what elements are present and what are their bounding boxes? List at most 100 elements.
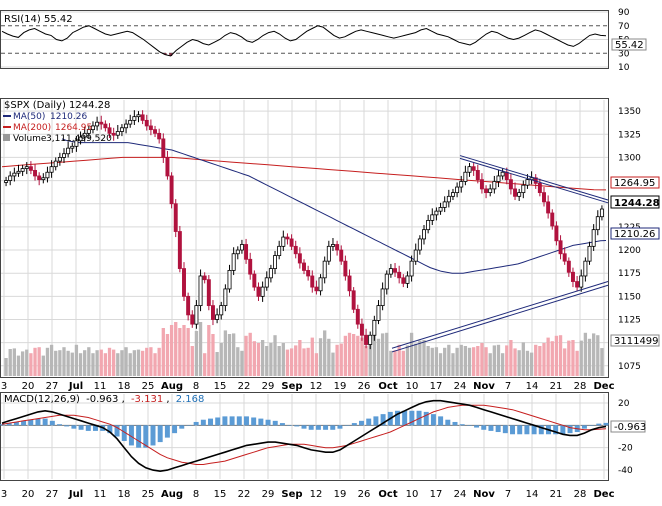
candle-body (306, 270, 311, 277)
macd-histogram-bar (560, 425, 566, 435)
volume-bar (219, 343, 223, 376)
volume-bar (20, 351, 25, 376)
volume-bar (323, 330, 327, 376)
volume-bar (434, 347, 439, 376)
volume-bar (298, 340, 302, 376)
volume-bar (484, 347, 488, 376)
macd-x-tick-label: Oct (378, 489, 397, 500)
price-tick-label: 1075 (618, 362, 641, 372)
candle-body (252, 273, 257, 288)
candle-body (442, 201, 447, 208)
candle-body (562, 253, 567, 262)
volume-bar (149, 347, 153, 376)
candle-body (210, 305, 215, 320)
volume-bar (25, 349, 29, 376)
volume-bar (136, 349, 141, 376)
price-x-tick-label: Oct (378, 381, 397, 392)
candle-body (244, 244, 249, 260)
price-frame (0, 98, 609, 378)
volume-bar (211, 334, 215, 376)
volume-bar (488, 353, 492, 376)
macd-histogram-bar (21, 420, 27, 426)
volume-bar (414, 343, 418, 376)
legend-ma50-swatch (3, 115, 11, 117)
volume-bar (107, 347, 112, 376)
candle-body (235, 249, 240, 255)
volume-bar (302, 348, 306, 376)
volume-bar (447, 344, 451, 376)
candle-body (405, 275, 410, 284)
rsi-tick-label: 70 (618, 22, 630, 32)
legend-volume-swatch (3, 134, 10, 141)
macd-histogram-bar (553, 425, 559, 435)
macd-x-tick-label: 12 (310, 489, 323, 500)
macd-tick-label: 20 (618, 399, 630, 409)
price-tick-label: 1175 (618, 269, 641, 279)
candle-body (314, 286, 319, 292)
rsi-panel: RSI(14) 55.42 9070503010 55.42 (0, 8, 647, 73)
candle-body (177, 231, 182, 269)
volume-bar (256, 343, 261, 376)
candle-body (450, 192, 455, 197)
volume-bar (198, 322, 203, 376)
macd-histogram-bar (366, 418, 372, 426)
candle-body (302, 262, 306, 271)
price-date-axis: 3 20 27 Jul 11 18 25 Aug 8 15 22 29 Sep 12 19 26 Oct 10 17… (1, 381, 615, 392)
candle-body (95, 121, 100, 127)
volume-bar (8, 349, 12, 376)
macd-x-tick-label: 14 (526, 489, 539, 500)
macd-histogram-bar (208, 418, 214, 426)
macd-x-tick-label: 3 (1, 489, 7, 500)
candle-body (227, 270, 232, 290)
macd-histogram-bar (236, 416, 242, 426)
volume-bar (335, 344, 339, 376)
candle-body (463, 171, 468, 182)
support-trendline-2 (391, 281, 609, 349)
volume-bar (343, 335, 348, 376)
macd-x-tick-label: 25 (142, 489, 155, 500)
macd-histogram-bar (35, 418, 41, 426)
rsi-tick-label: 90 (618, 8, 630, 18)
volume-bar (314, 353, 319, 376)
macd-x-tick-label: 18 (118, 489, 131, 500)
candle-body (492, 181, 497, 190)
candle-body (376, 305, 381, 321)
volume-bar (327, 338, 331, 376)
candle-body (70, 145, 75, 149)
price-x-tick-label: Nov (473, 381, 495, 392)
macd-histogram-bar (6, 423, 12, 426)
candle-body (351, 290, 356, 310)
price-title: $SPX (Daily) 1244.28 (4, 100, 110, 111)
macd-histogram-bar (308, 425, 314, 430)
macd-current-box (610, 420, 646, 433)
volume-bar (600, 348, 604, 376)
candle-body (479, 179, 484, 190)
macd-histogram-bar (150, 425, 156, 446)
price-legend: MA(50) 1210.26 MA(200) 1264.95 Volume 3,… (3, 112, 112, 144)
volume-bar (78, 353, 83, 376)
volume-bar (16, 355, 21, 376)
price-x-tick-label: 20 (22, 381, 35, 392)
price-panel: 1350132513001275125012251200117511501125… (0, 98, 660, 378)
volume-bar (244, 335, 248, 376)
macd-histogram-bar (279, 423, 285, 426)
volume-bar (174, 322, 178, 376)
volume-bar (215, 352, 219, 376)
price-x-tick-label: 11 (94, 381, 107, 392)
price-x-tick-label: 29 (262, 381, 275, 392)
candle-body (37, 175, 42, 181)
rsi-tick-label: 30 (618, 49, 630, 59)
price-tick-label: 1350 (618, 107, 641, 117)
candle-body (355, 308, 360, 325)
macd-histogram-bar (71, 425, 77, 429)
candle-body (115, 131, 120, 136)
volume-bar (567, 340, 571, 376)
macd-histogram-bar (265, 419, 271, 426)
macd-histogram-bar (57, 424, 63, 426)
candle-body (521, 184, 526, 194)
volume-bar (157, 347, 161, 376)
volume-bar (124, 347, 128, 376)
volume-bar (310, 337, 314, 376)
candle-body (165, 157, 170, 177)
ma200-line (1, 156, 607, 191)
